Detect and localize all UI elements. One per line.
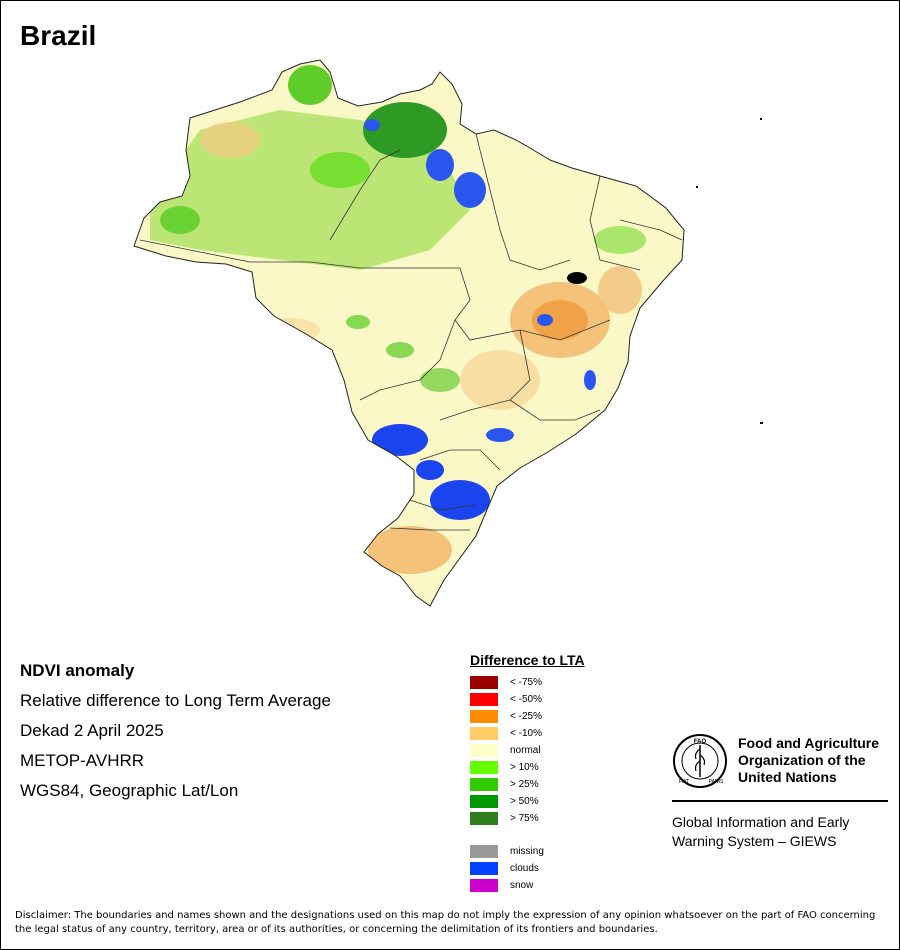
product-period: Dekad 2 April 2025	[20, 721, 164, 740]
legend-label: > 25%	[510, 779, 539, 790]
giews-name-line: Global Information and Early	[672, 814, 850, 830]
legend-swatch	[470, 778, 498, 791]
legend-row: > 75%	[470, 810, 585, 827]
legend-swatch	[470, 845, 498, 858]
legend-label: < -75%	[510, 677, 542, 688]
legend-row: > 10%	[470, 759, 585, 776]
legend-swatch	[470, 727, 498, 740]
fao-logo-icon: FAO FIAT PANIS	[673, 734, 727, 788]
product-projection: WGS84, Geographic Lat/Lon	[20, 781, 239, 800]
fao-logo-text: FAO	[694, 739, 707, 745]
legend-label: < -50%	[510, 694, 542, 705]
legend-row: < -10%	[470, 725, 585, 742]
legend-label: missing	[510, 846, 544, 857]
legend-swatch	[470, 812, 498, 825]
legend-title: Difference to LTA	[470, 652, 585, 668]
legend-label: > 10%	[510, 762, 539, 773]
legend-label: clouds	[510, 863, 539, 874]
legend-label: > 75%	[510, 813, 539, 824]
island-dot	[696, 186, 698, 188]
legend-swatch	[470, 693, 498, 706]
legend-swatch	[470, 862, 498, 875]
product-name: NDVI anomaly	[20, 661, 135, 680]
fao-motto-right: PANIS	[709, 779, 724, 785]
fao-motto-left: FIAT	[679, 779, 689, 785]
legend-row: clouds	[470, 860, 585, 877]
state-boundaries	[139, 133, 683, 531]
legend-label: < -25%	[510, 711, 542, 722]
organization-name: Food and Agriculture Organization of the…	[738, 735, 888, 786]
product-description: Relative difference to Long Term Average	[20, 691, 331, 710]
legend-swatch	[470, 879, 498, 892]
divider	[672, 800, 888, 802]
map-title: Brazil	[20, 20, 97, 51]
legend-classes: < -75% < -50% < -25% < -10% normal > 10% > 25%…	[470, 674, 585, 827]
legend-swatch	[470, 676, 498, 689]
map-area	[133, 59, 763, 607]
anomaly-patches	[150, 65, 646, 574]
legend-label: > 50%	[510, 796, 539, 807]
giews-name: Global Information and Early Warning Sys…	[672, 813, 888, 851]
country-outline	[133, 59, 685, 607]
map-info: NDVI anomaly Relative difference to Long…	[20, 656, 331, 806]
organization-name-line: Food and Agriculture	[738, 735, 880, 751]
legend-row: > 50%	[470, 793, 585, 810]
giews-name-line: Warning System – GIEWS	[672, 833, 837, 849]
legend-swatch	[470, 761, 498, 774]
organization-name-line: United Nations	[738, 769, 837, 785]
legend-swatch	[470, 710, 498, 723]
island-dot	[760, 118, 762, 120]
legend-swatch	[470, 795, 498, 808]
product-sensor: METOP-AVHRR	[20, 751, 145, 770]
legend-row: < -25%	[470, 708, 585, 725]
legend: Difference to LTA < -75% < -50% < -25% < -1…	[470, 652, 585, 894]
legend-row: missing	[470, 843, 585, 860]
legend-label: normal	[510, 745, 541, 756]
brazil-map	[133, 59, 763, 607]
legend-label: < -10%	[510, 728, 542, 739]
legend-row: normal	[470, 742, 585, 759]
legend-row: < -50%	[470, 691, 585, 708]
legend-row: snow	[470, 877, 585, 894]
legend-row: < -75%	[470, 674, 585, 691]
disclaimer: Disclaimer: The boundaries and names sho…	[15, 910, 876, 935]
island-dot	[760, 422, 763, 424]
organization-name-line: Organization of the	[738, 752, 866, 768]
legend-row: > 25%	[470, 776, 585, 793]
legend-extra: missing clouds snow	[470, 843, 585, 894]
legend-label: snow	[510, 880, 534, 891]
legend-swatch	[470, 744, 498, 757]
